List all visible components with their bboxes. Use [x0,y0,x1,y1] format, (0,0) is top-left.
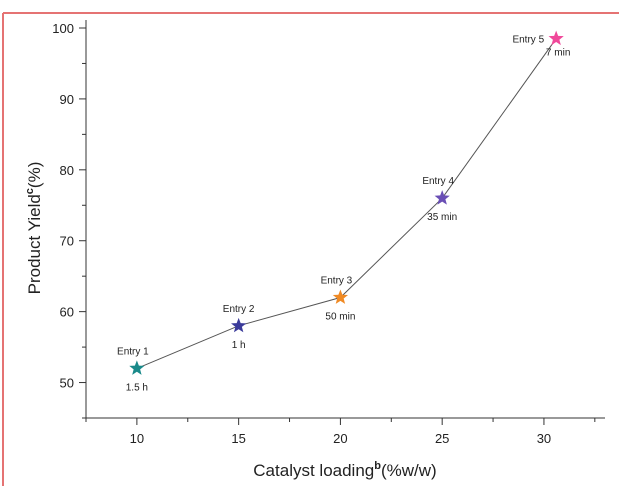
entry-label: Entry 2 [223,304,255,315]
entry-label: Entry 5 [512,35,544,46]
time-label: 1.5 h [126,382,148,393]
time-label: 35 min [427,212,457,223]
data-point-star [129,360,145,375]
x-tick-label: 30 [537,431,551,446]
data-point-star [231,317,247,333]
x-tick-label: 10 [130,431,144,446]
data-point-star [548,30,564,46]
time-label: 50 min [325,311,355,322]
x-tick-label: 25 [435,431,449,446]
y-axis-title: Product Yieldc(%) [24,162,44,295]
data-point-star [332,289,349,304]
entry-label: Entry 3 [321,275,353,286]
y-tick-label: 90 [60,92,74,107]
ticks: 10 15 20 25 30 50 60 70 80 90 100 [52,21,596,446]
y-tick-label: 60 [60,305,74,320]
data-point-star [434,190,450,205]
y-tick-label: 80 [60,163,74,178]
time-label: 7 min [546,48,570,59]
time-label: 1 h [232,340,246,351]
entry-label: Entry 1 [117,346,149,357]
x-tick-label: 20 [333,431,347,446]
data-points [129,30,564,375]
point-labels: Entry 1 1.5 h Entry 2 1 h Entry 3 50 min Entry… [117,35,570,394]
axes [85,20,605,419]
y-tick-label: 100 [52,21,74,36]
x-tick-label: 15 [231,431,245,446]
y-tick-label: 70 [60,234,74,249]
y-tick-label: 50 [60,376,74,391]
x-axis-title: Catalyst loadingb(%w/w) [253,460,436,480]
entry-label: Entry 4 [422,176,454,187]
